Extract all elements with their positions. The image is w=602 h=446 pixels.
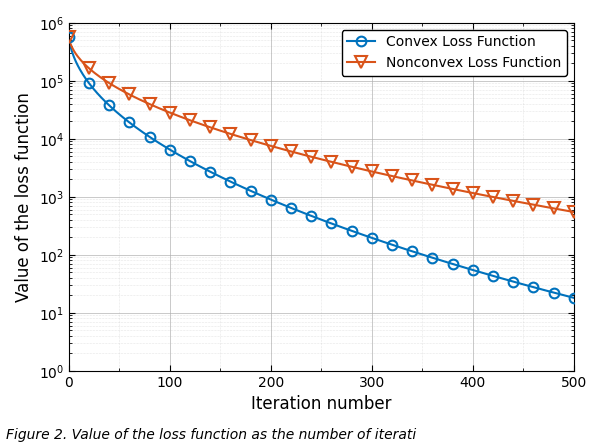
Convex Loss Function (530, 285, 537, 290)
Nonconvex Loss Function (308, 154, 315, 159)
Nonconvex Loss Function (126, 92, 133, 97)
Nonconvex Loss Function (388, 173, 396, 179)
Convex Loss Function (469, 267, 476, 273)
Line: Convex Loss Function: Convex Loss Function (64, 32, 579, 303)
Convex Loss Function (247, 188, 254, 194)
Line: Nonconvex Loss Function: Nonconvex Loss Function (63, 32, 580, 218)
Convex Loss Function (85, 80, 93, 86)
Nonconvex Loss Function (550, 206, 557, 211)
Convex Loss Function (206, 169, 214, 174)
Convex Loss Function (146, 134, 153, 140)
Text: Figure 2. Value of the loss function as the number of iterati: Figure 2. Value of the loss function as … (6, 428, 416, 442)
Nonconvex Loss Function (187, 118, 194, 123)
Nonconvex Loss Function (65, 35, 72, 40)
Nonconvex Loss Function (368, 169, 376, 174)
Nonconvex Loss Function (409, 178, 416, 183)
Nonconvex Loss Function (85, 66, 93, 71)
Nonconvex Loss Function (449, 186, 456, 192)
Convex Loss Function (126, 120, 133, 125)
Nonconvex Loss Function (328, 159, 335, 165)
Y-axis label: Value of the loss function: Value of the loss function (15, 92, 33, 301)
Nonconvex Loss Function (570, 209, 577, 215)
Convex Loss Function (429, 255, 436, 260)
Convex Loss Function (409, 249, 416, 254)
Nonconvex Loss Function (348, 164, 355, 169)
Convex Loss Function (166, 147, 173, 152)
X-axis label: Iteration number: Iteration number (251, 395, 391, 413)
Nonconvex Loss Function (429, 182, 436, 187)
Convex Loss Function (550, 290, 557, 295)
Nonconvex Loss Function (146, 101, 153, 107)
Nonconvex Loss Function (247, 137, 254, 143)
Convex Loss Function (328, 221, 335, 226)
Nonconvex Loss Function (469, 190, 476, 196)
Nonconvex Loss Function (105, 80, 113, 86)
Convex Loss Function (287, 205, 294, 211)
Nonconvex Loss Function (267, 143, 275, 149)
Convex Loss Function (187, 158, 194, 164)
Nonconvex Loss Function (530, 202, 537, 207)
Convex Loss Function (570, 295, 577, 301)
Convex Loss Function (388, 242, 396, 248)
Convex Loss Function (510, 279, 517, 284)
Nonconvex Loss Function (510, 198, 517, 203)
Convex Loss Function (105, 103, 113, 108)
Nonconvex Loss Function (489, 194, 497, 200)
Legend: Convex Loss Function, Nonconvex Loss Function: Convex Loss Function, Nonconvex Loss Fun… (342, 30, 567, 76)
Convex Loss Function (449, 261, 456, 267)
Convex Loss Function (348, 228, 355, 234)
Convex Loss Function (227, 179, 234, 184)
Nonconvex Loss Function (206, 124, 214, 130)
Convex Loss Function (308, 213, 315, 219)
Convex Loss Function (489, 273, 497, 279)
Convex Loss Function (65, 34, 72, 40)
Nonconvex Loss Function (166, 110, 173, 115)
Convex Loss Function (267, 197, 275, 202)
Nonconvex Loss Function (227, 131, 234, 136)
Convex Loss Function (368, 235, 376, 240)
Nonconvex Loss Function (287, 149, 294, 154)
